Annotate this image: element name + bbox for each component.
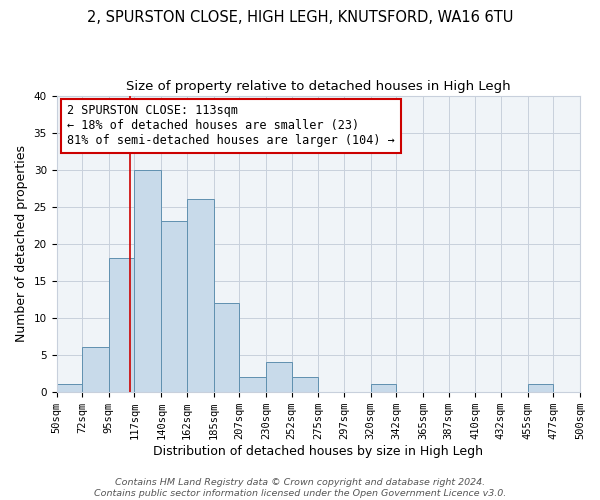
Text: 2 SPURSTON CLOSE: 113sqm
← 18% of detached houses are smaller (23)
81% of semi-d: 2 SPURSTON CLOSE: 113sqm ← 18% of detach… xyxy=(67,104,395,148)
Text: Contains HM Land Registry data © Crown copyright and database right 2024.
Contai: Contains HM Land Registry data © Crown c… xyxy=(94,478,506,498)
Bar xyxy=(239,377,266,392)
Bar xyxy=(266,362,292,392)
Bar xyxy=(134,170,161,392)
Bar xyxy=(109,258,134,392)
Bar xyxy=(82,348,109,392)
Bar xyxy=(371,384,396,392)
X-axis label: Distribution of detached houses by size in High Legh: Distribution of detached houses by size … xyxy=(153,444,483,458)
Title: Size of property relative to detached houses in High Legh: Size of property relative to detached ho… xyxy=(126,80,511,93)
Bar xyxy=(292,377,318,392)
Bar xyxy=(527,384,553,392)
Y-axis label: Number of detached properties: Number of detached properties xyxy=(15,145,28,342)
Bar xyxy=(161,222,187,392)
Bar xyxy=(214,303,239,392)
Text: 2, SPURSTON CLOSE, HIGH LEGH, KNUTSFORD, WA16 6TU: 2, SPURSTON CLOSE, HIGH LEGH, KNUTSFORD,… xyxy=(87,10,513,25)
Bar xyxy=(187,199,214,392)
Bar xyxy=(56,384,82,392)
